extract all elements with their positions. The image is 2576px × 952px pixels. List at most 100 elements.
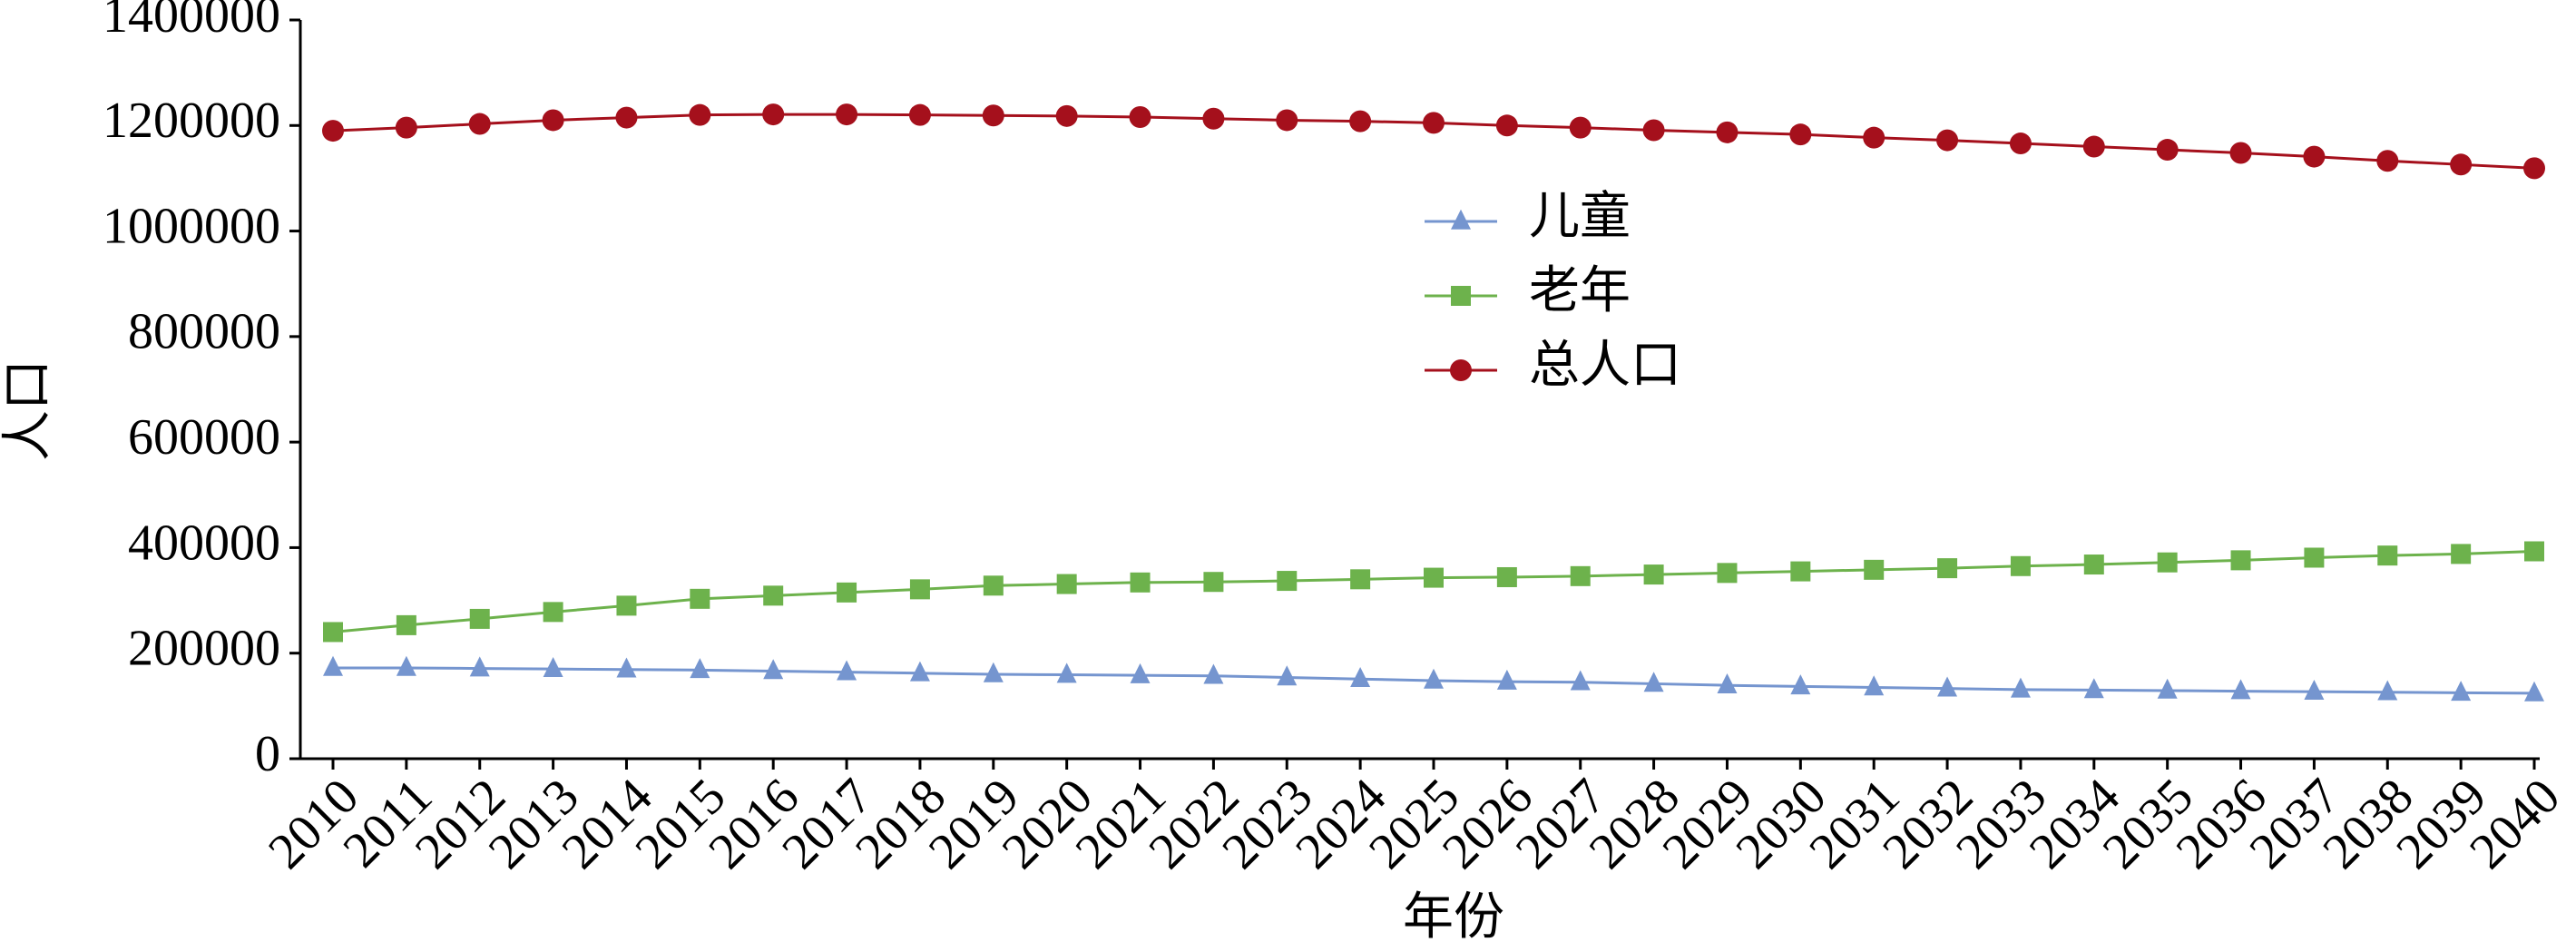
point — [1716, 121, 1739, 143]
x-tick-label: 2040 — [2459, 768, 2571, 879]
point — [2377, 545, 2398, 566]
y-tick-label: 1000000 — [103, 198, 280, 254]
point — [1424, 668, 1444, 689]
point — [2229, 142, 2252, 164]
point — [1864, 559, 1885, 580]
point — [1496, 566, 1517, 587]
point — [1496, 669, 1517, 690]
legend-label: 老年 — [1529, 263, 1631, 319]
point — [2230, 679, 2251, 700]
point — [396, 655, 416, 676]
point — [1937, 558, 1958, 579]
y-axis-title: 人口 — [0, 359, 56, 461]
point — [469, 656, 490, 677]
point — [1570, 565, 1591, 586]
y-tick-label: 600000 — [128, 409, 280, 466]
point — [2230, 550, 2251, 571]
point — [2451, 681, 2472, 702]
point — [2009, 132, 2032, 155]
point — [1643, 564, 1664, 585]
point — [836, 103, 858, 126]
point — [615, 106, 638, 129]
point — [1277, 665, 1298, 686]
point — [1130, 662, 1151, 683]
point — [837, 582, 857, 603]
point — [1717, 563, 1738, 584]
point — [690, 658, 710, 679]
point — [689, 103, 711, 126]
point — [1790, 674, 1811, 695]
point — [1130, 572, 1151, 593]
point — [1790, 561, 1811, 582]
point — [1643, 672, 1664, 692]
point — [1570, 670, 1591, 691]
y-tick-label: 200000 — [128, 621, 280, 677]
point — [2524, 541, 2544, 562]
point — [762, 103, 785, 126]
point — [323, 655, 343, 676]
point — [1203, 572, 1224, 593]
point — [2524, 681, 2544, 702]
point — [690, 588, 710, 609]
point — [1350, 667, 1371, 688]
y-tick-label: 800000 — [128, 304, 280, 360]
point — [1055, 104, 1078, 127]
point — [2304, 547, 2325, 568]
y-tick-label: 400000 — [128, 515, 280, 571]
point — [322, 120, 344, 142]
point — [1717, 672, 1738, 693]
series-line — [332, 549, 2535, 633]
point — [983, 575, 1004, 596]
point — [1277, 571, 1298, 592]
point — [2304, 679, 2325, 700]
legend-marker — [1451, 286, 1471, 306]
point — [2377, 680, 2398, 701]
point — [2523, 157, 2545, 180]
point — [2451, 544, 2472, 564]
point — [1129, 105, 1151, 128]
point — [1349, 110, 1372, 132]
point — [1495, 114, 1518, 137]
point — [908, 103, 931, 126]
point — [1202, 107, 1225, 130]
point — [468, 113, 491, 135]
point — [2157, 552, 2178, 573]
point — [2083, 678, 2104, 699]
legend-marker — [1450, 359, 1472, 381]
point — [1789, 123, 1812, 146]
y-tick-label: 1200000 — [103, 93, 280, 149]
x-axis-title: 年份 — [1403, 889, 1504, 946]
point — [1936, 129, 1959, 152]
point — [909, 579, 930, 600]
point — [983, 662, 1004, 682]
point — [1937, 676, 1958, 697]
y-tick-label: 0 — [255, 726, 280, 782]
point — [2010, 555, 2031, 576]
point — [616, 595, 637, 616]
point — [543, 656, 563, 677]
point — [469, 608, 490, 629]
point — [982, 104, 1004, 127]
point — [1350, 569, 1371, 590]
point — [2082, 135, 2105, 158]
legend-label: 总人口 — [1529, 338, 1681, 394]
point — [2156, 139, 2179, 162]
point — [837, 660, 857, 681]
point — [1642, 119, 1665, 142]
point — [763, 659, 784, 680]
point — [396, 614, 416, 635]
point — [2303, 145, 2326, 168]
point — [1863, 126, 1885, 149]
point — [763, 585, 784, 606]
legend-marker — [1451, 209, 1471, 230]
point — [1276, 109, 1298, 132]
point — [2376, 150, 2399, 172]
point — [2157, 678, 2178, 699]
point — [542, 109, 564, 132]
point — [1424, 567, 1444, 588]
point — [1056, 662, 1077, 683]
point — [323, 622, 343, 643]
point — [1864, 675, 1885, 696]
point — [616, 657, 637, 678]
